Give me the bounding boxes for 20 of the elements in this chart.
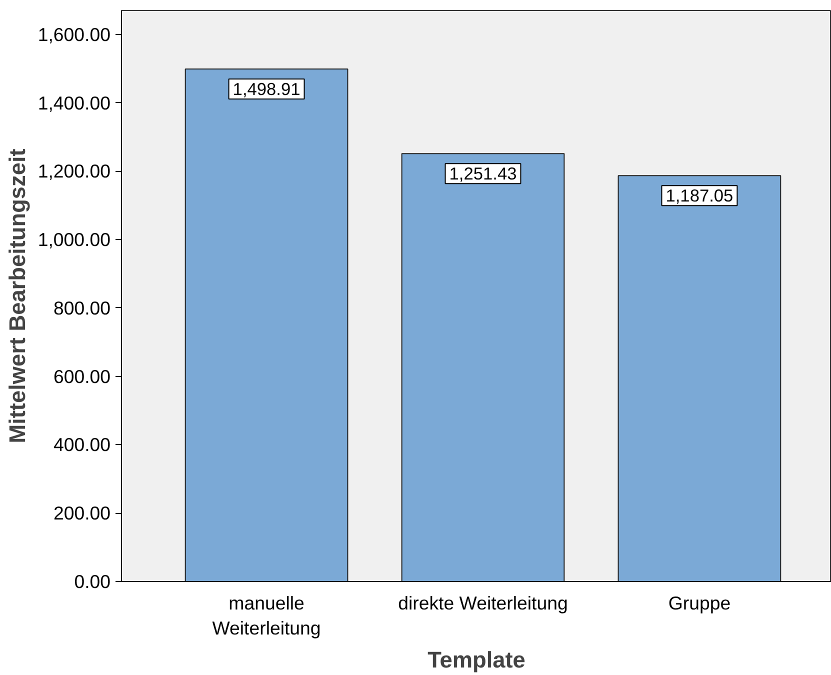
y-tick-label: 1,600.00 (38, 24, 111, 45)
data-label: 1,251.43 (449, 164, 517, 184)
bar (618, 175, 782, 582)
x-tick-label: direkte Weiterleitung (398, 592, 568, 614)
y-tick-label: 800.00 (53, 297, 110, 318)
x-tick-label: manuelle Weiterleitung (212, 592, 321, 639)
bar (401, 153, 565, 582)
y-tick-label: 1,000.00 (38, 229, 111, 250)
data-label: 1,187.05 (666, 186, 734, 206)
y-axis-title: Mittelwert Bearbeitungszeit (4, 148, 30, 444)
data-label: 1,498.91 (232, 79, 300, 99)
y-tick-label: 1,200.00 (38, 160, 111, 182)
y-tick-label: 600.00 (53, 366, 110, 387)
x-axis-title: Template (428, 646, 526, 673)
bar (184, 68, 348, 582)
y-tick-label: 400.00 (53, 434, 110, 456)
y-tick-label: 200.00 (53, 502, 110, 524)
y-tick-label: 1,400.00 (38, 92, 111, 114)
y-tick-label: 0.00 (74, 571, 110, 592)
x-tick-label: Gruppe (668, 592, 731, 614)
